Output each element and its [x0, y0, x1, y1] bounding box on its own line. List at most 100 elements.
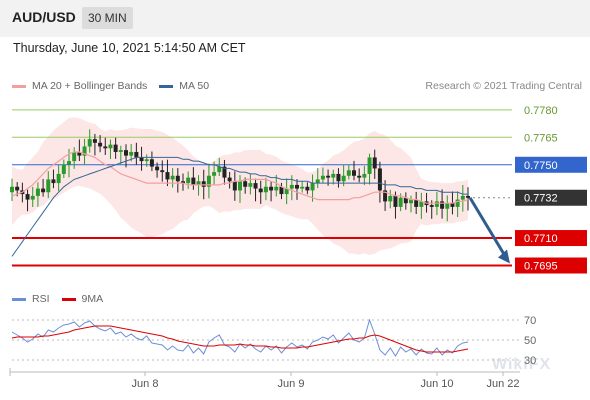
timestamp: Thursday, June 10, 2021 5:14:50 AM CET: [13, 41, 246, 55]
candle-body: [300, 186, 305, 189]
candle-body: [191, 177, 196, 185]
level-label: 0.7695: [524, 261, 558, 273]
level-label: 0.7732: [524, 193, 558, 205]
candle-body: [98, 142, 103, 147]
chart-header: AUD/USD 30 MIN: [0, 0, 590, 37]
rsi-legend-label: RSI: [32, 293, 50, 305]
candle-body: [372, 157, 377, 169]
level-badge: [515, 230, 587, 247]
level-tag-0.7695: 0.7695: [515, 257, 587, 274]
candle-body: [160, 170, 165, 173]
candle-body: [419, 201, 424, 207]
candle-body: [336, 173, 341, 182]
timeframe-badge[interactable]: 30 MIN: [82, 7, 133, 29]
candle-body: [212, 172, 217, 176]
candle-body: [295, 184, 299, 189]
x-tick-label: Jun 9: [278, 378, 305, 390]
candle-body: [144, 159, 149, 162]
candle-body: [367, 157, 372, 174]
candle-body: [92, 139, 97, 143]
candle-body: [124, 150, 128, 156]
candle-body: [217, 166, 222, 173]
candle-body: [30, 195, 35, 200]
candle-body: [377, 168, 382, 191]
candle-body: [15, 186, 20, 191]
level-tag-0.7750: 0.7750: [515, 156, 587, 173]
level-label: 0.7750: [524, 160, 558, 172]
candle-body: [41, 188, 46, 193]
candle-body: [393, 195, 398, 207]
candle-body: [165, 172, 170, 180]
candle-body: [331, 173, 336, 178]
ma20-legend-label: MA 20 + Bollinger Bands: [32, 80, 148, 92]
rsi-swatch: [12, 297, 26, 301]
candle-body: [315, 179, 320, 184]
level-tag-0.7710: 0.7710: [515, 230, 587, 247]
level-tag-0.7765: 0.7765: [524, 132, 558, 144]
level-badge: [515, 156, 587, 173]
candle-body: [196, 181, 201, 185]
candle-body: [362, 173, 367, 178]
candle-body: [466, 195, 470, 198]
candle-body: [305, 186, 310, 191]
candle-body: [445, 203, 450, 209]
candle-body: [320, 175, 325, 180]
x-tick-label: Jun 10: [420, 378, 453, 390]
candle-body: [170, 175, 175, 180]
ma9-swatch: [61, 297, 76, 301]
candle-body: [326, 175, 331, 178]
candle-body: [113, 144, 118, 152]
candle-body: [155, 166, 160, 171]
rsi-legend: RSI 9MA: [12, 293, 103, 305]
candle-body: [56, 173, 61, 184]
symbol-title: AUD/USD: [12, 9, 76, 25]
ma9-legend-label: 9MA: [81, 293, 104, 305]
candle-body: [248, 183, 253, 187]
candle-body: [284, 188, 289, 195]
candle-body: [455, 199, 460, 207]
candle-body: [346, 170, 351, 176]
level-label: 0.7765: [524, 132, 558, 144]
level-badge: [515, 189, 587, 206]
rsi-line: [11, 318, 469, 357]
ma50-line: [11, 156, 468, 257]
candle-body: [279, 186, 284, 195]
candle-body: [149, 159, 154, 167]
candle-body: [108, 144, 113, 149]
level-tag-0.7780: 0.7780: [524, 105, 558, 117]
candle-body: [118, 150, 123, 152]
candle-body: [129, 151, 134, 156]
candle-body: [181, 181, 185, 184]
candle-body: [139, 157, 144, 162]
candle-body: [383, 190, 388, 202]
candle-body: [232, 181, 237, 191]
candle-body: [201, 181, 206, 187]
candle-body: [450, 203, 455, 207]
x-tick-label: Jun 22: [486, 378, 519, 390]
candle-body: [434, 201, 439, 207]
level-tag-0.7732: 0.7732: [515, 189, 587, 206]
price-legend: MA 20 + Bollinger Bands MA 50: [12, 80, 209, 92]
ma50-legend-label: MA 50: [179, 80, 210, 92]
candle-body: [10, 186, 14, 193]
candle-body: [51, 179, 56, 184]
candle-body: [72, 151, 77, 162]
candle-body: [429, 205, 434, 207]
level-badge: [515, 257, 587, 274]
candle-body: [263, 186, 268, 193]
candle-body: [460, 195, 465, 200]
candle-body: [35, 188, 40, 196]
x-tick-label: Jun 8: [132, 378, 159, 390]
candle-body: [222, 166, 227, 178]
candle-body: [134, 151, 139, 158]
ma20-swatch: [12, 84, 26, 88]
candle-body: [352, 170, 356, 176]
candle-body: [388, 195, 393, 202]
candle-body: [289, 184, 294, 189]
candle-body: [206, 175, 211, 187]
ma20-line: [11, 151, 469, 204]
candle-body: [25, 194, 30, 200]
candle-body: [103, 146, 108, 149]
candle-body: [175, 175, 180, 182]
